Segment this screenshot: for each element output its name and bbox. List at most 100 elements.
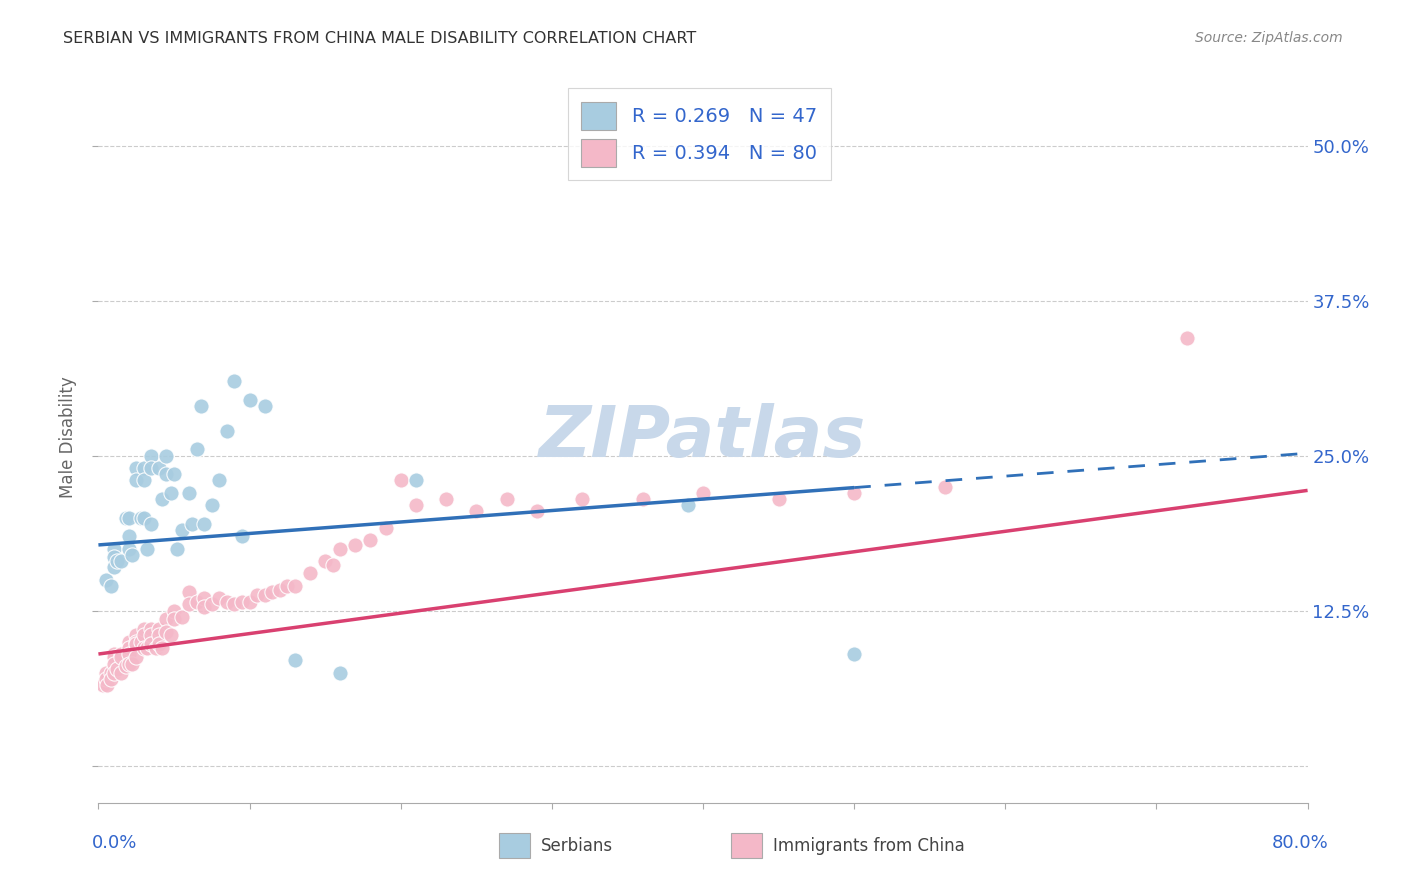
Point [692,486,714,500]
Point [125,628,148,642]
Point [110,665,132,680]
Legend: R = 0.269   N = 47, R = 0.394   N = 80: R = 0.269 N = 47, R = 0.394 N = 80 [568,88,831,180]
Bar [731,833,762,858]
Point [148,622,170,636]
Point [148,461,170,475]
Point [224,374,246,388]
Point [389,474,412,488]
Point [329,665,352,680]
Point [94,573,117,587]
Point [163,467,186,482]
Point [148,637,170,651]
Point [105,662,128,676]
Point [135,640,157,655]
Point [163,604,186,618]
Point [571,491,593,506]
Point [495,491,517,506]
Point [150,491,173,506]
Point [329,541,352,556]
Point [239,595,262,609]
Point [155,612,177,626]
Point [141,449,163,463]
Point [118,541,141,556]
Point [150,640,173,655]
Point [215,595,238,609]
Point [118,647,141,661]
Point [103,560,125,574]
Point [768,491,790,506]
Point [129,510,152,524]
Point [125,649,148,664]
Text: 0.0%: 0.0% [91,834,136,852]
Point [125,634,148,648]
Text: Immigrants from China: Immigrants from China [773,837,965,855]
Point [100,672,122,686]
Point [844,486,866,500]
Point [141,637,163,651]
Point [103,665,125,680]
Point [135,541,157,556]
Point [155,467,177,482]
Point [322,558,344,572]
Point [231,595,253,609]
Point [94,665,117,680]
Point [129,634,152,648]
Point [374,520,396,534]
Point [160,628,183,642]
Point [224,598,246,612]
Point [148,628,170,642]
Point [132,628,155,642]
Point [253,399,276,413]
Point [193,599,215,614]
Point [91,678,114,692]
Point [121,657,143,671]
Point [125,474,148,488]
Point [103,541,125,556]
Point [344,538,367,552]
Point [193,591,215,606]
Point [132,474,155,488]
Point [132,640,155,655]
Point [94,672,117,686]
Point [125,461,148,475]
Point [239,392,262,407]
Point [360,533,382,547]
Point [231,529,253,543]
Point [246,588,269,602]
Point [96,678,118,692]
Point [253,588,276,602]
Point [276,579,298,593]
Point [284,579,307,593]
Point [179,486,201,500]
Point [105,554,128,568]
Point [132,461,155,475]
Point [314,554,336,568]
Point [121,548,143,562]
Point [155,624,177,639]
Point [1175,331,1198,345]
Text: ZIPatlas: ZIPatlas [540,402,866,472]
Point [166,541,188,556]
Point [100,579,122,593]
Point [103,550,125,565]
Point [114,659,136,673]
Text: SERBIAN VS IMMIGRANTS FROM CHINA MALE DISABILITY CORRELATION CHART: SERBIAN VS IMMIGRANTS FROM CHINA MALE DI… [63,31,696,46]
Point [181,516,204,531]
Point [186,595,208,609]
Point [141,628,163,642]
Point [114,510,136,524]
Point [190,399,212,413]
Point [110,647,132,661]
Point [526,504,548,518]
Point [132,510,155,524]
Point [844,647,866,661]
Point [155,449,177,463]
Point [118,529,141,543]
Point [125,637,148,651]
Point [141,461,163,475]
Point [141,622,163,636]
Y-axis label: Male Disability: Male Disability [59,376,77,498]
Point [110,554,132,568]
Point [208,591,231,606]
Point [170,523,193,537]
